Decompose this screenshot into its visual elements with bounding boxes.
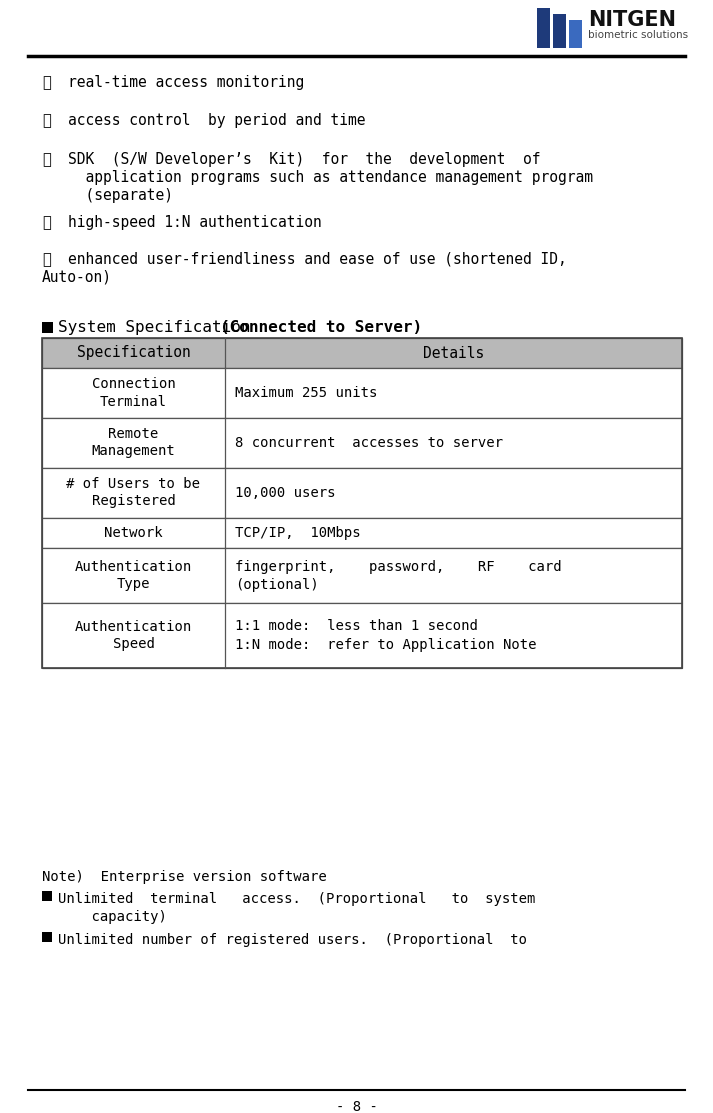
Bar: [42, 518, 682, 548]
Text: Terminal: Terminal: [100, 394, 167, 408]
Text: Connection: Connection: [92, 377, 175, 392]
Text: application programs such as attendance management program: application programs such as attendance …: [68, 170, 593, 185]
Text: 10,000 users: 10,000 users: [235, 486, 336, 500]
Bar: [42, 338, 682, 368]
Text: Auto-on): Auto-on): [42, 270, 112, 285]
Text: Authentication: Authentication: [75, 620, 192, 634]
Text: enhanced user-friendliness and ease of use (shortened ID,: enhanced user-friendliness and ease of u…: [68, 252, 567, 267]
Text: ⑧: ⑧: [42, 114, 51, 128]
Text: Type: Type: [117, 577, 150, 591]
Text: Specification: Specification: [76, 345, 190, 361]
Text: Details: Details: [423, 345, 484, 361]
Text: Authentication: Authentication: [75, 560, 192, 574]
Text: ⑨: ⑨: [42, 152, 51, 167]
Bar: [42, 932, 52, 942]
Text: ⑦: ⑦: [42, 75, 51, 90]
Bar: [42, 322, 53, 333]
Text: Registered: Registered: [92, 494, 175, 509]
Bar: [42, 892, 52, 902]
Bar: [537, 8, 550, 48]
Bar: [42, 467, 682, 518]
Text: 8 concurrent  accesses to server: 8 concurrent accesses to server: [235, 436, 503, 450]
Text: Management: Management: [92, 444, 175, 459]
Bar: [42, 338, 682, 668]
Text: ⑩: ⑩: [42, 215, 51, 230]
Text: SDK  (S/W Developer’s  Kit)  for  the  development  of: SDK (S/W Developer’s Kit) for the develo…: [68, 152, 540, 167]
Bar: [553, 14, 566, 48]
Text: System Specification: System Specification: [58, 321, 260, 335]
Text: Unlimited  terminal   access.  (Proportional   to  system: Unlimited terminal access. (Proportional…: [58, 892, 535, 906]
Bar: [42, 548, 682, 603]
Text: real-time access monitoring: real-time access monitoring: [68, 75, 304, 90]
Text: fingerprint,    password,    RF    card: fingerprint, password, RF card: [235, 560, 562, 573]
Bar: [42, 603, 682, 668]
Text: # of Users to be: # of Users to be: [66, 477, 200, 492]
Text: Note)  Enterprise version software: Note) Enterprise version software: [42, 870, 327, 884]
Text: capacity): capacity): [58, 910, 167, 924]
Text: ⑪: ⑪: [42, 252, 51, 267]
Text: (optional): (optional): [235, 578, 319, 591]
Text: access control  by period and time: access control by period and time: [68, 114, 366, 128]
Text: NITGEN: NITGEN: [588, 10, 676, 30]
Bar: [42, 368, 682, 418]
Text: Network: Network: [104, 526, 163, 540]
Bar: [569, 20, 582, 48]
Text: (Connected to Server): (Connected to Server): [220, 321, 422, 335]
Text: TCP/IP,  10Mbps: TCP/IP, 10Mbps: [235, 526, 361, 540]
Text: Unlimited number of registered users.  (Proportional  to: Unlimited number of registered users. (P…: [58, 933, 527, 947]
Text: Speed: Speed: [113, 637, 155, 651]
Text: high-speed 1:N authentication: high-speed 1:N authentication: [68, 215, 322, 230]
Text: - 8 -: - 8 -: [336, 1100, 377, 1113]
Text: Maximum 255 units: Maximum 255 units: [235, 386, 377, 400]
Text: biometric solutions: biometric solutions: [588, 30, 688, 40]
Bar: [42, 418, 682, 467]
Text: (separate): (separate): [68, 188, 173, 203]
Text: 1:1 mode:  less than 1 second: 1:1 mode: less than 1 second: [235, 620, 478, 633]
Text: 1:N mode:  refer to Application Note: 1:N mode: refer to Application Note: [235, 638, 536, 651]
Text: Remote: Remote: [108, 427, 158, 442]
